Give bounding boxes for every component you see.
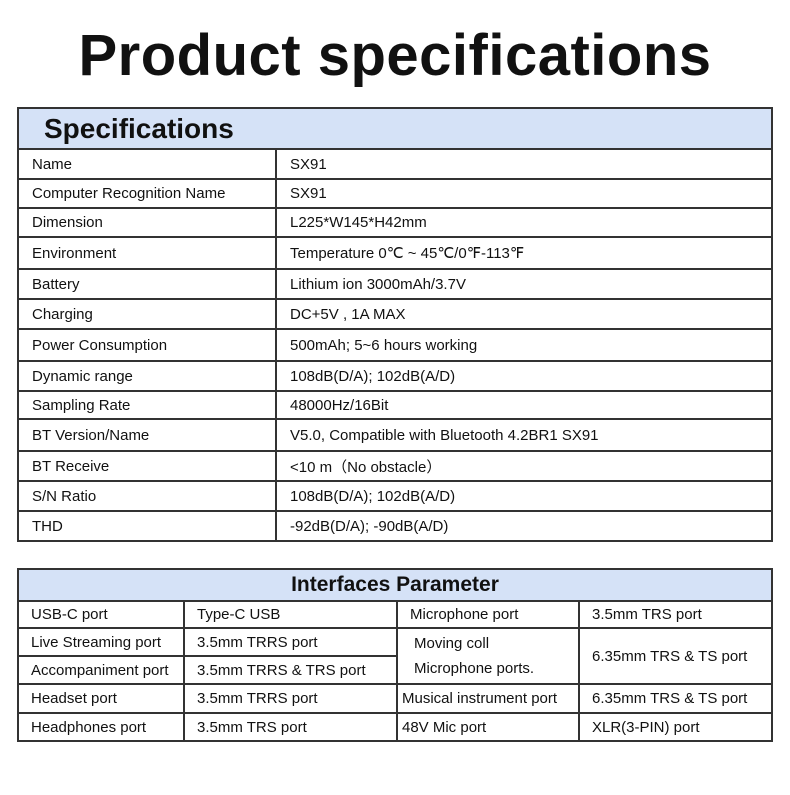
spec-label: Dynamic range xyxy=(17,360,277,392)
usb-value: Type-C USB xyxy=(183,600,398,629)
specifications-heading: Specifications xyxy=(17,107,773,150)
spec-value: Lithium ion 3000mAh/3.7V xyxy=(275,268,773,300)
spec-label: Name xyxy=(17,148,277,180)
spec-value: V5.0, Compatible with Bluetooth 4.2BR1 S… xyxy=(275,418,773,452)
spec-value: 108dB(D/A); 102dB(A/D) xyxy=(275,480,773,512)
instrument-label: Musical instrument port xyxy=(396,683,580,714)
table-row: Headphones port 3.5mm TRS port 48V Mic p… xyxy=(17,712,773,742)
spec-value: -92dB(D/A); -90dB(A/D) xyxy=(275,510,773,542)
headset-label: Headset port xyxy=(17,683,185,714)
mic48-value: XLR(3-PIN) port xyxy=(578,712,773,742)
spec-label: Charging xyxy=(17,298,277,330)
moving-coil-label: Moving coll Microphone ports. xyxy=(396,627,580,685)
table-row: S/N Ratio 108dB(D/A); 102dB(A/D) xyxy=(17,480,773,512)
spec-value: SX91 xyxy=(275,178,773,209)
page-title: Product specifications xyxy=(78,23,712,88)
spec-value: Temperature 0℃ ~ 45℃/0℉-113℉ xyxy=(275,236,773,270)
table-row: Live Streaming port 3.5mm TRRS port Movi… xyxy=(17,627,773,685)
headset-value: 3.5mm TRRS port xyxy=(183,683,398,714)
mic-label: Microphone port xyxy=(396,600,580,629)
spec-value: 48000Hz/16Bit xyxy=(275,390,773,420)
table-row: Environment Temperature 0℃ ~ 45℃/0℉-113℉ xyxy=(17,236,773,270)
interfaces-heading: Interfaces Parameter xyxy=(17,568,773,602)
interfaces-table: Interfaces Parameter USB-C port Type-C U… xyxy=(17,568,773,742)
table-row: Headset port 3.5mm TRRS port Musical ins… xyxy=(17,683,773,714)
mic-value: 3.5mm TRS port xyxy=(578,600,773,629)
moving-coil-label-line1: Moving coll xyxy=(414,635,490,652)
spec-value: 500mAh; 5~6 hours working xyxy=(275,328,773,362)
mic48-label: 48V Mic port xyxy=(396,712,580,742)
table-row: Sampling Rate 48000Hz/16Bit xyxy=(17,390,773,420)
accompaniment-label: Accompaniment port xyxy=(17,655,185,685)
live-value: 3.5mm TRRS port xyxy=(183,627,398,657)
spec-label: Computer Recognition Name xyxy=(17,178,277,209)
table-row: USB-C port Type-C USB Microphone port 3.… xyxy=(17,600,773,629)
spec-label: Dimension xyxy=(17,207,277,238)
usb-label: USB-C port xyxy=(17,600,185,629)
moving-coil-value: 6.35mm TRS & TS port xyxy=(578,627,773,685)
table-row: Computer Recognition Name SX91 xyxy=(17,178,773,209)
spec-label: Power Consumption xyxy=(17,328,277,362)
spec-label: BT Receive xyxy=(17,450,277,482)
table-row: Battery Lithium ion 3000mAh/3.7V xyxy=(17,268,773,300)
spec-value: <10 m（No obstacle） xyxy=(275,450,773,482)
spec-label: S/N Ratio xyxy=(17,480,277,512)
spec-label: Sampling Rate xyxy=(17,390,277,420)
spec-value: DC+5V , 1A MAX xyxy=(275,298,773,330)
moving-coil-label-line2: Microphone ports. xyxy=(414,660,535,677)
instrument-value: 6.35mm TRS & TS port xyxy=(578,683,773,714)
spec-value: L225*W145*H42mm xyxy=(275,207,773,238)
table-row: Name SX91 xyxy=(17,148,773,180)
spec-label: BT Version/Name xyxy=(17,418,277,452)
specifications-table: Specifications Name SX91 Computer Recognit… xyxy=(17,107,773,542)
table-row: Dynamic range 108dB(D/A); 102dB(A/D) xyxy=(17,360,773,392)
accompaniment-value: 3.5mm TRRS & TRS port xyxy=(183,655,398,685)
table-row: BT Version/Name V5.0, Compatible with Blu… xyxy=(17,418,773,452)
spec-label: Environment xyxy=(17,236,277,270)
spec-label: Battery xyxy=(17,268,277,300)
table-row: BT Receive <10 m（No obstacle） xyxy=(17,450,773,482)
table-row: Charging DC+5V , 1A MAX xyxy=(17,298,773,330)
table-row: Accompaniment port 3.5mm TRRS & TRS port xyxy=(17,655,772,685)
spec-label: THD xyxy=(17,510,277,542)
spec-value: SX91 xyxy=(275,148,773,180)
headphones-label: Headphones port xyxy=(17,712,185,742)
table-row: Power Consumption 500mAh; 5~6 hours worki… xyxy=(17,328,773,362)
live-label: Live Streaming port xyxy=(17,627,185,657)
table-row: Dimension L225*W145*H42mm xyxy=(17,207,773,238)
spec-value: 108dB(D/A); 102dB(A/D) xyxy=(275,360,773,392)
table-row: THD -92dB(D/A); -90dB(A/D) xyxy=(17,510,773,542)
headphones-value: 3.5mm TRS port xyxy=(183,712,398,742)
